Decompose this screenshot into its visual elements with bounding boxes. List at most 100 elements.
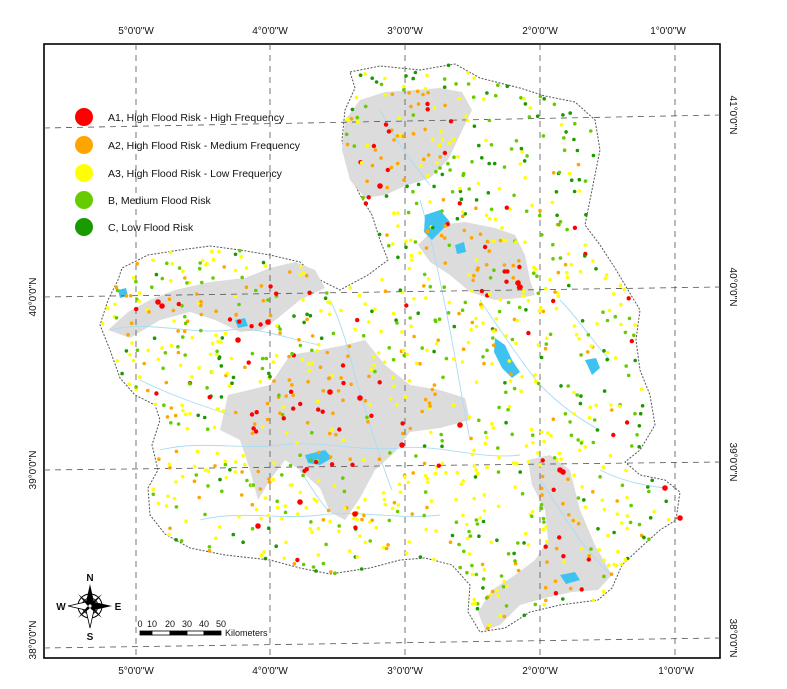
risk-point bbox=[260, 356, 265, 361]
risk-point bbox=[572, 473, 576, 478]
risk-point bbox=[361, 333, 366, 338]
risk-point bbox=[472, 448, 476, 453]
risk-point bbox=[258, 380, 263, 384]
risk-point bbox=[200, 280, 204, 285]
risk-point bbox=[383, 502, 388, 507]
risk-point bbox=[480, 305, 484, 310]
risk-point bbox=[298, 343, 303, 348]
risk-point bbox=[436, 338, 441, 343]
risk-point bbox=[524, 209, 529, 213]
risk-point bbox=[147, 310, 151, 314]
risk-point bbox=[528, 106, 533, 110]
risk-point bbox=[546, 431, 550, 435]
risk-point bbox=[369, 368, 374, 372]
risk-point bbox=[291, 406, 296, 411]
risk-point bbox=[523, 531, 528, 536]
risk-point bbox=[233, 252, 238, 257]
risk-point bbox=[426, 277, 431, 281]
risk-point bbox=[287, 378, 292, 382]
legend-label: B, Medium Flood Risk bbox=[108, 195, 211, 207]
risk-point bbox=[407, 266, 412, 271]
risk-point bbox=[312, 497, 317, 502]
risk-point bbox=[466, 118, 470, 123]
risk-point bbox=[327, 312, 332, 317]
risk-point bbox=[207, 549, 212, 553]
risk-point bbox=[497, 455, 501, 460]
risk-point bbox=[584, 212, 588, 217]
risk-point bbox=[509, 372, 513, 376]
risk-point bbox=[374, 525, 378, 530]
risk-point bbox=[533, 379, 538, 384]
risk-point bbox=[249, 324, 254, 329]
risk-point bbox=[154, 391, 159, 396]
risk-point bbox=[425, 348, 429, 353]
risk-point bbox=[425, 476, 430, 481]
risk-point bbox=[618, 283, 623, 288]
risk-point bbox=[553, 290, 557, 294]
risk-point bbox=[502, 165, 507, 169]
risk-point bbox=[113, 302, 117, 307]
risk-point bbox=[214, 536, 218, 540]
risk-point bbox=[471, 278, 475, 283]
risk-point bbox=[457, 422, 463, 428]
risk-point bbox=[442, 77, 447, 81]
risk-point bbox=[284, 540, 288, 545]
top-tick: 5°0'0"W bbox=[118, 26, 154, 37]
risk-point bbox=[503, 238, 507, 243]
risk-point bbox=[564, 130, 568, 134]
risk-point bbox=[227, 384, 232, 388]
risk-point bbox=[551, 257, 555, 261]
reservoir bbox=[585, 358, 600, 375]
risk-point bbox=[588, 405, 592, 410]
risk-point bbox=[271, 360, 276, 364]
risk-point bbox=[451, 403, 456, 407]
risk-point bbox=[426, 174, 430, 178]
risk-point bbox=[425, 229, 430, 234]
risk-point bbox=[591, 440, 596, 445]
risk-point bbox=[526, 298, 531, 303]
risk-point bbox=[551, 242, 555, 247]
risk-point bbox=[535, 114, 540, 118]
risk-point bbox=[368, 539, 373, 543]
risk-point bbox=[559, 384, 563, 388]
risk-point bbox=[152, 336, 157, 341]
risk-point bbox=[625, 514, 630, 518]
risk-point bbox=[512, 386, 517, 391]
risk-point bbox=[225, 371, 230, 376]
risk-point bbox=[550, 200, 555, 205]
risk-point bbox=[514, 139, 519, 143]
risk-point bbox=[433, 471, 438, 476]
bottom-tick: 5°0'0"W bbox=[118, 666, 154, 677]
risk-point bbox=[377, 457, 382, 462]
risk-point bbox=[282, 556, 287, 561]
risk-point bbox=[432, 383, 437, 387]
risk-point bbox=[432, 557, 436, 562]
risk-point bbox=[545, 560, 549, 564]
risk-point bbox=[487, 161, 492, 166]
risk-point bbox=[388, 451, 392, 455]
risk-point bbox=[301, 562, 306, 567]
compass-s: S bbox=[87, 632, 94, 643]
risk-point bbox=[423, 397, 428, 402]
risk-point bbox=[466, 82, 471, 86]
risk-point bbox=[426, 480, 430, 484]
risk-point bbox=[542, 97, 546, 101]
risk-point bbox=[265, 401, 270, 406]
risk-point bbox=[416, 311, 421, 316]
risk-point bbox=[381, 490, 386, 495]
risk-point bbox=[241, 540, 245, 544]
risk-point bbox=[536, 381, 541, 386]
risk-point bbox=[466, 71, 470, 75]
risk-point bbox=[539, 355, 544, 360]
risk-point bbox=[497, 186, 502, 191]
risk-point bbox=[404, 239, 408, 244]
risk-point bbox=[316, 407, 321, 412]
risk-point bbox=[372, 355, 376, 359]
risk-point bbox=[321, 388, 326, 393]
risk-point bbox=[433, 392, 437, 397]
risk-point bbox=[580, 319, 585, 323]
risk-point bbox=[563, 262, 568, 267]
river bbox=[299, 469, 331, 513]
risk-point bbox=[332, 484, 337, 488]
risk-point bbox=[223, 459, 227, 464]
